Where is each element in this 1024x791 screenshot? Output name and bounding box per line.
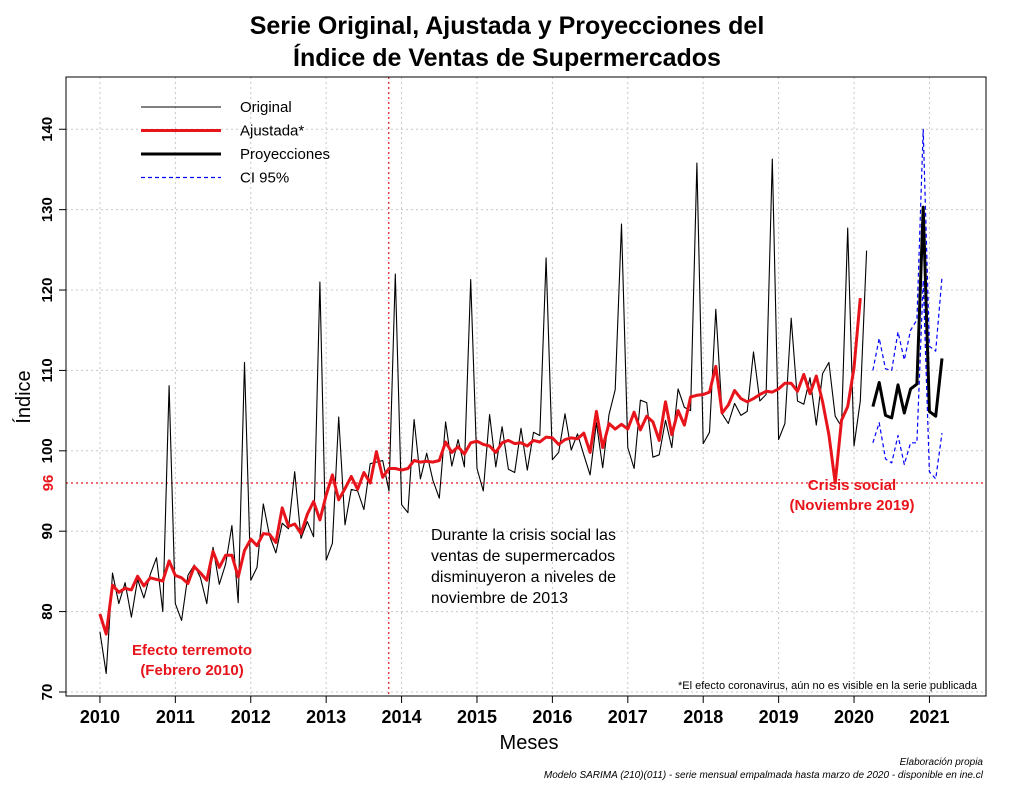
- x-tick-label: 2020: [834, 707, 874, 727]
- grid-lines: [66, 77, 986, 696]
- y-tick-label: 120: [39, 278, 56, 303]
- y-axis-title: Índice: [12, 370, 35, 423]
- x-tick-label: 2021: [909, 707, 949, 727]
- reference-lines: 96: [40, 77, 986, 696]
- y-tick-label: 110: [39, 358, 56, 382]
- x-tick-label: 2019: [759, 707, 799, 727]
- annotation-terremoto-line1: Efecto terremoto: [132, 642, 252, 659]
- series-ci-upper: [872, 128, 943, 371]
- footer-line2: Modelo SARIMA (210)(011) - serie mensual…: [544, 770, 984, 781]
- y-tick-label: 130: [39, 197, 56, 222]
- plot-frame: [65, 76, 987, 697]
- reference-label-96: 96: [40, 475, 57, 492]
- chart-title-line2: Índice de Ventas de Supermercados: [293, 43, 721, 72]
- x-tick-label: 2012: [231, 707, 271, 727]
- annotation-note-line2: ventas de supermercados: [431, 548, 615, 565]
- x-axis-title: Meses: [500, 732, 559, 754]
- annotation-note-line4: noviembre de 2013: [431, 590, 568, 607]
- axis-ticks: 2010 2011 2012 2013 2014 2015 2016 2017 2018 2019…: [39, 117, 949, 727]
- y-tick-label: 70: [39, 684, 56, 701]
- series-ajustada: [98, 297, 862, 636]
- x-tick-label: 2010: [80, 707, 120, 727]
- annotation-note-line3: disminuyeron a niveles de: [431, 569, 616, 586]
- legend: Original Ajustada* Proyecciones CI 95%: [141, 99, 330, 187]
- x-tick-label: 2015: [457, 707, 497, 727]
- annotation-crisis-line1: Crisis social: [808, 477, 896, 494]
- series-proyecciones: [871, 205, 944, 420]
- legend-label-ajustada: Ajustada*: [240, 123, 304, 140]
- footer-line1: Elaboración propia: [900, 757, 984, 768]
- legend-label-proyecciones: Proyecciones: [240, 146, 330, 163]
- x-tick-label: 2018: [683, 707, 723, 727]
- chart-title-line1: Serie Original, Ajustada y Proyecciones …: [250, 12, 765, 40]
- annotation-note-line1: Durante la crisis social las: [431, 527, 616, 544]
- annotation-covid-note: *El efecto coronavirus, aún no es visibl…: [678, 680, 978, 692]
- y-tick-label: 100: [39, 438, 56, 463]
- annotation-terremoto-line2: (Febrero 2010): [140, 662, 243, 679]
- x-tick-label: 2011: [156, 707, 195, 727]
- annotation-crisis-line2: (Noviembre 2019): [789, 497, 914, 514]
- legend-label-ci-95: CI 95%: [240, 170, 289, 187]
- x-tick-label: 2014: [382, 707, 422, 727]
- legend-label-original: Original: [240, 99, 292, 116]
- series-ci-lower: [872, 279, 943, 480]
- y-tick-label: 90: [39, 523, 56, 540]
- y-tick-label: 80: [39, 603, 56, 620]
- y-tick-label: 140: [39, 117, 56, 142]
- series-layer: [98, 128, 944, 675]
- x-tick-label: 2016: [532, 707, 572, 727]
- x-tick-label: 2017: [608, 707, 648, 727]
- series-original: [99, 158, 868, 675]
- x-tick-label: 2013: [306, 707, 346, 727]
